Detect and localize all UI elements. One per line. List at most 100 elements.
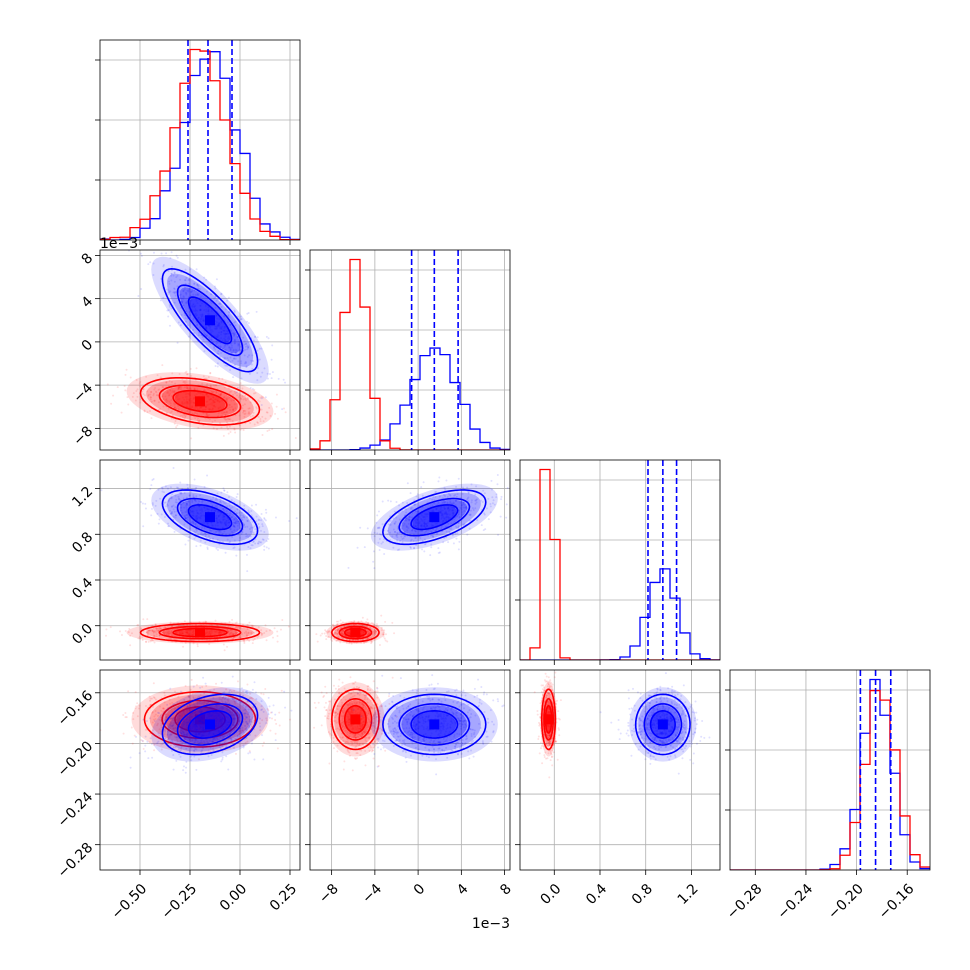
x-tick-label: −0.25 xyxy=(159,881,201,923)
contour-red xyxy=(338,625,373,640)
y-tick-label: −0.20 xyxy=(55,738,97,780)
peak-red xyxy=(195,627,205,638)
y-tick-label: 0.4 xyxy=(69,575,96,602)
peak-red xyxy=(543,714,554,725)
peak-red xyxy=(350,627,361,638)
panel-frame xyxy=(99,39,301,241)
panel-frame xyxy=(309,669,511,871)
y-tick-label: 0.0 xyxy=(69,621,96,648)
x-tick-label: −0.28 xyxy=(724,881,766,923)
marginal-panel-3 xyxy=(730,670,930,870)
x-offset-label: 1e−3 xyxy=(472,916,510,932)
x-tick-label: 4 xyxy=(454,881,472,899)
histogram-blue xyxy=(100,51,300,240)
panel-frame xyxy=(99,459,301,661)
contour-blue xyxy=(187,504,233,531)
contour-red xyxy=(540,688,557,751)
y-tick-label: 1.2 xyxy=(69,484,96,511)
contour-red xyxy=(139,622,261,643)
panel-frame xyxy=(519,459,721,661)
y-tick-label: 0.8 xyxy=(69,529,96,556)
joint-panel-2-0 xyxy=(100,460,300,660)
histogram-red xyxy=(310,258,510,450)
x-tick-label: 0.00 xyxy=(217,881,250,914)
panel-frame xyxy=(309,249,511,451)
joint-panel-2-1 xyxy=(310,460,510,660)
contour-red xyxy=(139,376,261,426)
x-tick-label: −4 xyxy=(359,881,385,907)
peak-blue xyxy=(205,719,215,730)
peak-blue xyxy=(205,512,215,523)
contour-blue xyxy=(176,703,244,746)
y-offset-label: 1e−3 xyxy=(100,236,138,252)
panel-frame xyxy=(309,459,511,661)
y-tick-label: 8 xyxy=(79,250,97,268)
joint-panel-1-0 xyxy=(100,250,300,450)
y-tick-label: 0 xyxy=(79,337,97,355)
contour-red xyxy=(331,622,380,643)
contour-blue xyxy=(187,710,233,739)
y-tick-label: −0.28 xyxy=(55,840,97,882)
marginal-panel-0 xyxy=(100,40,300,240)
contour-red xyxy=(158,384,242,419)
contour-red xyxy=(172,627,228,638)
contour-red xyxy=(143,690,257,748)
contour-red xyxy=(158,625,242,640)
x-tick-label: 0.8 xyxy=(629,881,656,908)
contour-blue xyxy=(161,489,259,546)
histogram-red xyxy=(730,689,930,870)
panel-frame xyxy=(729,669,931,871)
contour-blue xyxy=(161,693,259,756)
panel-frame xyxy=(99,669,301,871)
histogram-blue xyxy=(520,568,720,660)
y-tick-label: −4 xyxy=(70,380,96,406)
peak-blue xyxy=(429,719,440,730)
peak-red xyxy=(195,714,205,725)
joint-panel-3-2 xyxy=(520,670,720,870)
x-tick-label: 1.2 xyxy=(675,881,702,908)
histogram-red xyxy=(520,468,720,660)
panel-frame xyxy=(519,669,721,871)
contour-red xyxy=(172,389,228,413)
contour-blue xyxy=(643,703,683,746)
y-tick-label: −0.24 xyxy=(55,789,97,831)
contour-red xyxy=(343,704,367,734)
x-tick-label: −8 xyxy=(316,881,342,907)
contour-blue xyxy=(382,489,487,546)
y-tick-label: −8 xyxy=(70,423,96,449)
x-tick-label: 0.25 xyxy=(267,881,300,914)
x-tick-label: −0.16 xyxy=(876,881,918,923)
peak-red xyxy=(350,714,361,725)
x-tick-label: −0.50 xyxy=(109,881,151,923)
contour-blue xyxy=(382,693,487,756)
x-tick-label: 0 xyxy=(411,881,429,899)
y-tick-label: −0.16 xyxy=(55,688,97,730)
contour-red xyxy=(331,688,380,751)
contour-red xyxy=(338,698,373,741)
x-tick-label: 0.4 xyxy=(583,881,610,908)
contour-blue xyxy=(634,693,691,756)
contour-red xyxy=(343,627,367,638)
marginal-panel-1 xyxy=(310,250,510,450)
marginal-panel-2 xyxy=(520,460,720,660)
contour-blue xyxy=(187,296,233,345)
contour-blue xyxy=(410,710,459,739)
x-tick-label: −0.24 xyxy=(775,881,817,923)
contour-blue xyxy=(410,504,459,531)
peak-blue xyxy=(657,719,668,730)
contour-blue xyxy=(649,710,676,739)
x-tick-label: 0.0 xyxy=(537,881,564,908)
x-tick-label: 8 xyxy=(497,881,515,899)
joint-panel-3-0 xyxy=(100,670,300,870)
y-tick-label: 4 xyxy=(79,294,97,312)
histogram-red xyxy=(100,48,300,240)
contour-blue xyxy=(176,497,244,537)
contour-blue xyxy=(398,703,471,746)
panel-frame xyxy=(99,249,301,451)
contour-blue xyxy=(176,284,244,357)
contour-red xyxy=(174,706,226,733)
joint-panel-3-1 xyxy=(310,670,510,870)
contour-blue xyxy=(398,497,471,537)
x-tick-label: −0.20 xyxy=(825,881,867,923)
